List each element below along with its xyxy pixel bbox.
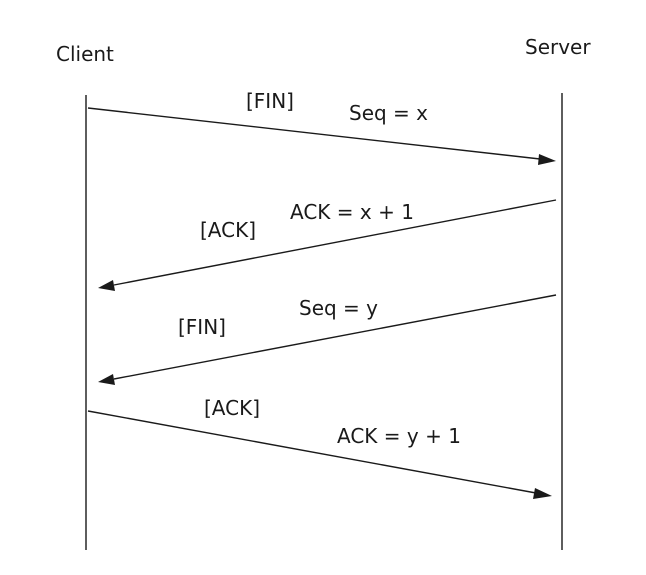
message-3-label: Seq = y [299, 296, 378, 320]
message-4-flag: [ACK] [204, 396, 260, 420]
message-ack-client: [ACK] ACK = y + 1 [87, 396, 552, 499]
message-fin-server: [FIN] Seq = y [98, 294, 557, 385]
message-4-line [87, 410, 537, 494]
message-1-line [87, 107, 541, 160]
arrowhead-4 [533, 488, 552, 499]
message-3-flag: [FIN] [178, 315, 226, 339]
message-1-label: Seq = x [349, 101, 428, 125]
message-4-label: ACK = y + 1 [337, 424, 461, 448]
arrowhead-3 [98, 374, 115, 385]
arrowhead-1 [538, 154, 556, 165]
message-2-flag: [ACK] [200, 218, 256, 242]
message-3-line [113, 294, 557, 380]
message-ack-server: [ACK] ACK = x + 1 [98, 199, 557, 291]
message-2-label: ACK = x + 1 [290, 200, 414, 224]
message-2-line [113, 199, 557, 286]
arrowhead-2 [98, 280, 115, 291]
message-1-flag: [FIN] [246, 89, 294, 113]
message-fin-client: [FIN] Seq = x [87, 89, 556, 165]
client-label: Client [56, 42, 114, 66]
server-label: Server [525, 35, 591, 59]
